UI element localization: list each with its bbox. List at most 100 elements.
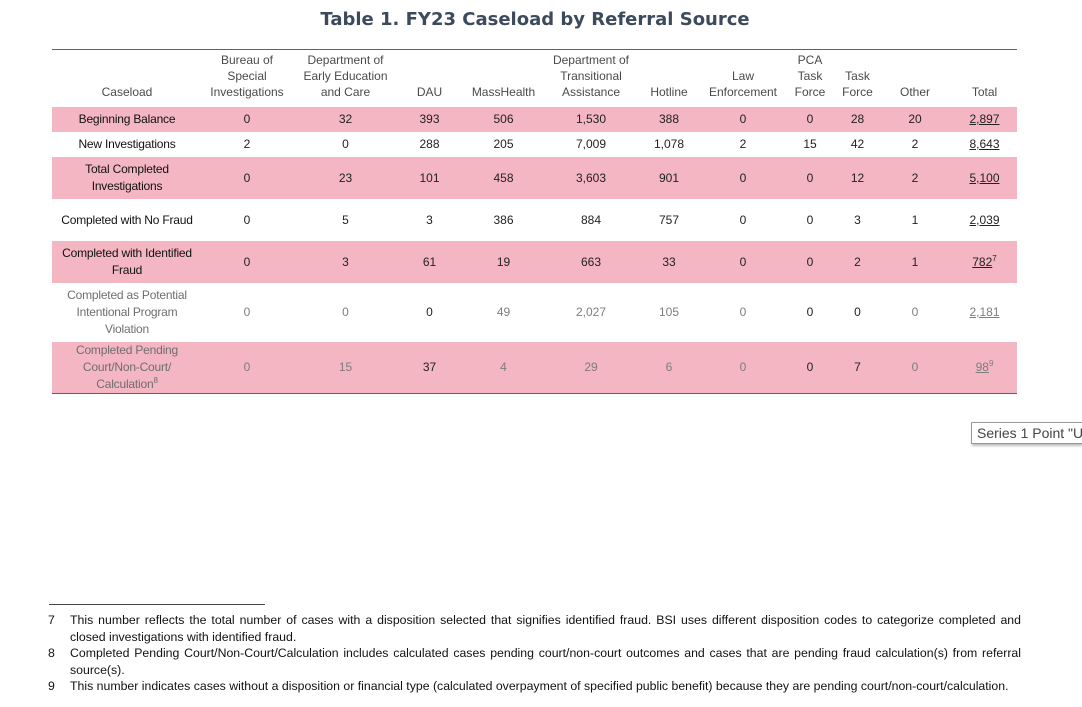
row-label: Total Completed Investigations [52,157,202,199]
cell: 28 [837,107,878,132]
cell: 2 [878,157,952,199]
row-label: Completed Pending Court/Non-Court/ Calcu… [52,342,202,394]
cell: 0 [202,157,292,199]
cell: 32 [292,107,399,132]
cell: 29 [547,342,635,394]
cell: 7 [837,342,878,394]
cell: 393 [399,107,460,132]
cell: 23 [292,157,399,199]
cell: 388 [635,107,703,132]
cell: 884 [580,212,602,227]
header-total: Total [971,85,998,99]
cell: 0 [854,305,861,319]
cell: 19 [460,241,547,283]
total-value: 2,897 [969,112,1000,126]
cell: 0 [878,342,952,394]
cell: 0 [703,107,783,132]
cell: 20 [878,107,952,132]
cell: 663 [547,241,635,283]
table-row: Completed as Potential Intentional Progr… [52,283,1017,342]
header-eec: Department of Early Education and Care [303,53,388,99]
cell: 6 [635,342,703,394]
header-pca-task-force: PCA Task Force [794,53,826,99]
total-value: 2,181 [969,305,1000,319]
table-row: Completed Pending Court/Non-Court/ Calcu… [52,342,1017,394]
cell: 3 [854,212,861,227]
cell: 3 [292,241,399,283]
total-cell: 2,181 [952,283,1017,342]
cell: 1,078 [653,137,685,151]
footnote-ref: 7 [992,253,997,263]
footnote: 7 This number reflects the total number … [48,612,1021,645]
cell: 101 [399,157,460,199]
footnote-ref: 8 [153,376,158,385]
cell: 386 [493,212,514,227]
header-dau: DAU [416,85,443,99]
header-task-force: Task Force [842,69,873,99]
cell: 42 [850,137,865,151]
cell: 1,530 [547,107,635,132]
footnote-text: Completed Pending Court/Non-Court/Calcul… [70,646,1021,677]
cell: 0 [202,342,292,394]
cell: 0 [342,137,349,151]
footnote-number: 9 [48,679,55,693]
cell: 0 [703,157,783,199]
total-value: 8,643 [969,137,1000,151]
cell: 757 [658,212,680,227]
footnote-text: This number reflects the total number of… [70,613,1021,644]
cell: 0 [243,212,251,227]
cell: 0 [342,305,349,319]
cell: 15 [803,137,817,151]
cell: 0 [911,305,919,319]
header-other: Other [899,85,930,99]
cell: 61 [399,241,460,283]
cell: 5 [342,212,349,227]
cell: 0 [703,342,783,394]
header-hotline: Hotline [650,85,688,99]
table-row: New Investigations 2 0 288 205 7,009 1,0… [52,132,1017,157]
cell: 2 [243,137,251,151]
cell: 49 [496,305,511,319]
cell: 1 [878,241,952,283]
cell: 2 [911,137,919,151]
header-dta: Department of Transitional Assistance [552,53,630,99]
header-bsi: Bureau of Special Investigations [210,53,284,99]
table-title: Table 1. FY23 Caseload by Referral Sourc… [320,9,750,30]
footnote-ref: 9 [988,359,994,368]
chart-tooltip: Series 1 Point "U [971,422,1082,444]
total-cell: 8,643 [952,132,1017,157]
row-label: Beginning Balance [52,107,202,132]
total-cell: 989 [952,342,1017,394]
header-masshealth: MassHealth [471,85,536,99]
cell: 0 [806,305,814,319]
row-label-text: Completed Pending Court/Non-Court/ Calcu… [75,343,178,391]
footnote: 8 Completed Pending Court/Non-Court/Calc… [48,645,1021,678]
cell: 7,009 [575,137,607,151]
total-value: 5,100 [969,170,1000,185]
cell: 0 [783,342,837,394]
cell: 2,027 [575,305,607,319]
cell: 37 [399,342,460,394]
total-cell: 2,039 [952,199,1017,241]
cell: 3 [426,212,433,227]
cell: 4 [460,342,547,394]
footnote-number: 8 [48,646,55,660]
row-label: Completed with Identified Fraud [52,241,202,283]
table-row: Total Completed Investigations 0 23 101 … [52,157,1017,199]
footnote: 9 This number indicates cases without a … [48,678,1021,695]
header-caseload: Caseload [101,85,153,99]
table-row: Completed with Identified Fraud 0 3 61 1… [52,241,1017,283]
cell: 0 [243,305,251,319]
cell: 0 [783,157,837,199]
total-value: 782 [972,254,993,269]
cell: 0 [783,241,837,283]
total-value: 98 [975,360,989,374]
cell: 0 [739,305,747,319]
cell: 0 [426,305,433,319]
cell: 288 [419,137,440,151]
footnote-separator [49,604,265,605]
row-label: Completed with No Fraud [61,212,193,227]
total-cell: 5,100 [952,157,1017,199]
cell: 0 [783,107,837,132]
